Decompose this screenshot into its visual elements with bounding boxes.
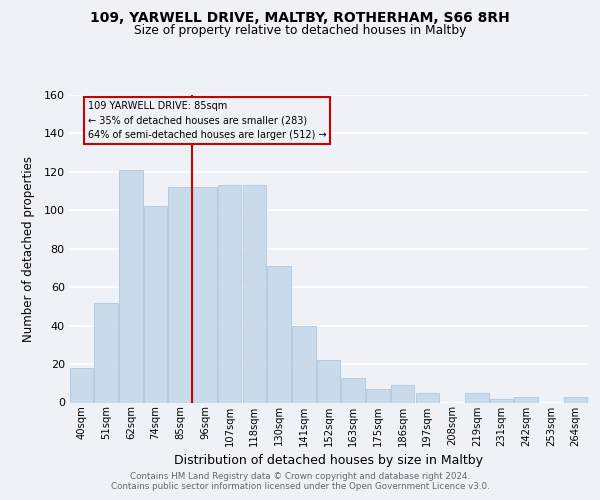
Y-axis label: Number of detached properties: Number of detached properties bbox=[22, 156, 35, 342]
Bar bbox=[169, 187, 192, 402]
Bar bbox=[564, 396, 587, 402]
Bar bbox=[514, 396, 538, 402]
Text: 109 YARWELL DRIVE: 85sqm
← 35% of detached houses are smaller (283)
64% of semi-: 109 YARWELL DRIVE: 85sqm ← 35% of detach… bbox=[88, 101, 326, 140]
Bar bbox=[94, 302, 118, 402]
X-axis label: Distribution of detached houses by size in Maltby: Distribution of detached houses by size … bbox=[174, 454, 483, 467]
Bar bbox=[416, 393, 439, 402]
Text: Contains HM Land Registry data © Crown copyright and database right 2024.: Contains HM Land Registry data © Crown c… bbox=[130, 472, 470, 481]
Bar bbox=[119, 170, 143, 402]
Bar bbox=[218, 186, 241, 402]
Bar bbox=[292, 326, 316, 402]
Text: Size of property relative to detached houses in Maltby: Size of property relative to detached ho… bbox=[134, 24, 466, 37]
Bar bbox=[242, 186, 266, 402]
Bar bbox=[341, 378, 365, 402]
Bar bbox=[465, 393, 488, 402]
Bar bbox=[193, 187, 217, 402]
Text: Contains public sector information licensed under the Open Government Licence v3: Contains public sector information licen… bbox=[110, 482, 490, 491]
Text: 109, YARWELL DRIVE, MALTBY, ROTHERHAM, S66 8RH: 109, YARWELL DRIVE, MALTBY, ROTHERHAM, S… bbox=[90, 11, 510, 25]
Bar bbox=[144, 206, 167, 402]
Bar bbox=[366, 389, 389, 402]
Bar bbox=[317, 360, 340, 403]
Bar bbox=[70, 368, 93, 402]
Bar bbox=[268, 266, 291, 402]
Bar bbox=[391, 385, 415, 402]
Bar bbox=[490, 398, 513, 402]
